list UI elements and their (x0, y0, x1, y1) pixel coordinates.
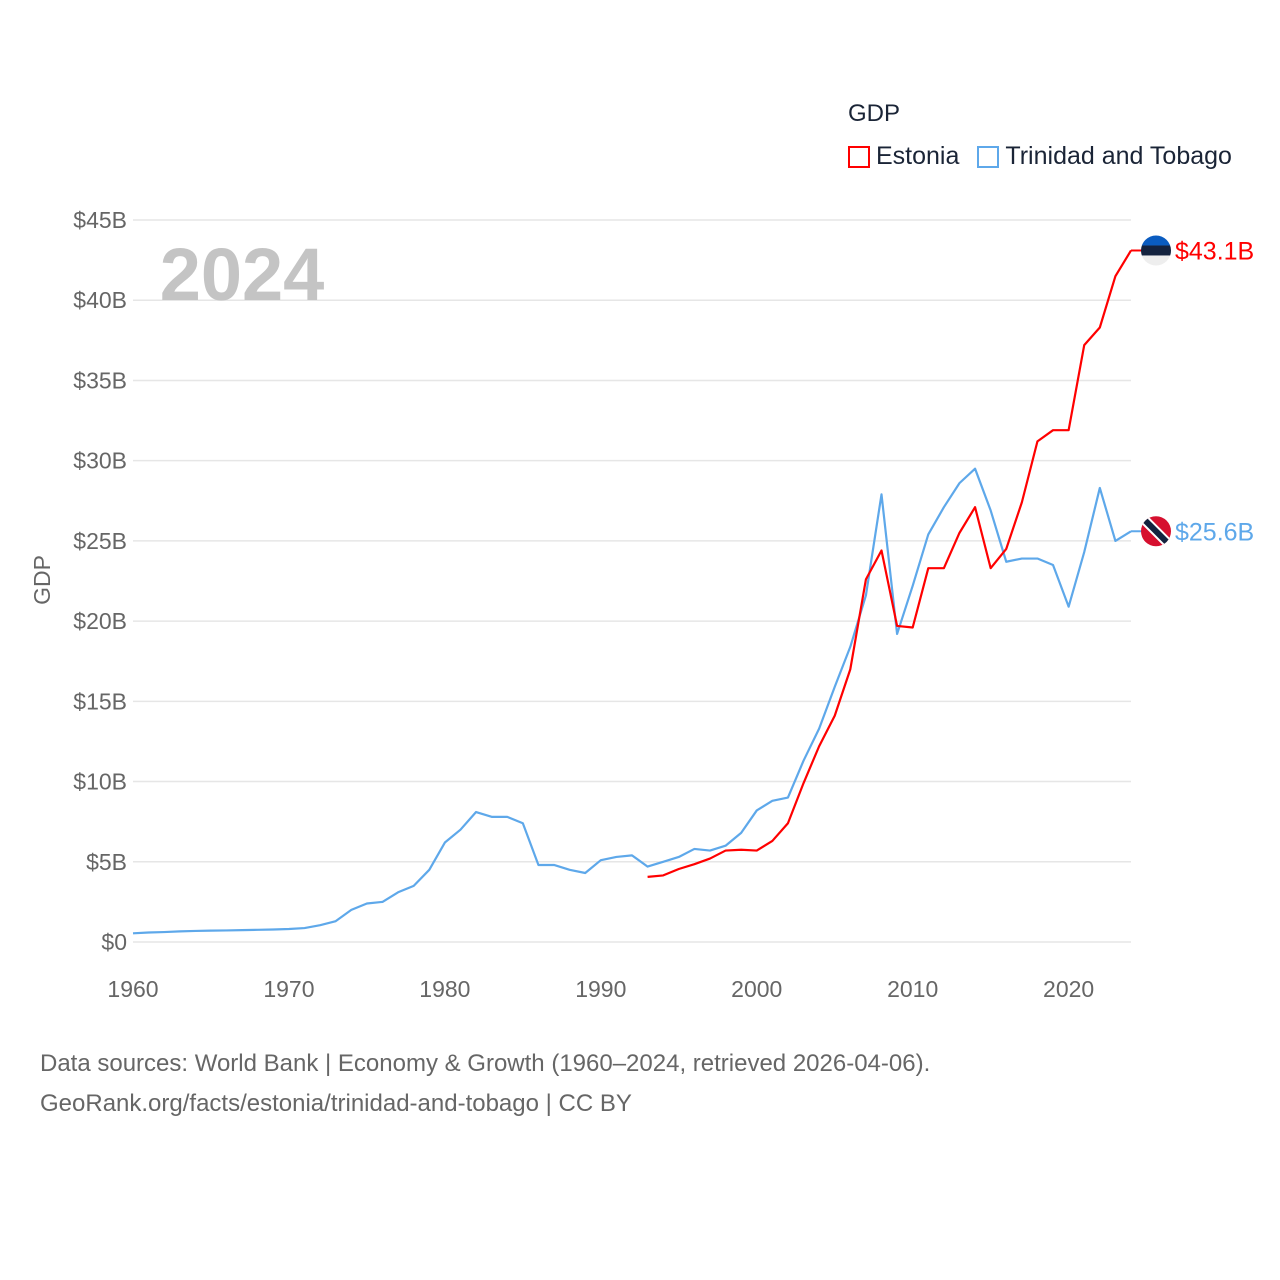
current-year-watermark: 2024 (160, 233, 325, 316)
y-tick-label: $10B (73, 769, 127, 795)
legend-swatch-estonia (848, 145, 870, 168)
x-tick-label: 1980 (419, 976, 470, 1002)
y-tick-label: $25B (73, 528, 127, 554)
series-end-labels: $25.6B $43.1B (1131, 235, 1254, 547)
legend-title: GDP (848, 100, 901, 127)
x-tick-label: 1970 (263, 976, 314, 1002)
y-tick-label: $20B (73, 608, 127, 634)
y-tick-label: $15B (73, 688, 127, 714)
y-tick-label: $45B (73, 207, 127, 233)
y-axis-ticks: $0 $5B $10B $15B $20B $25B $30B $35B $40B $45B (73, 207, 127, 955)
y-tick-label: $5B (86, 849, 127, 875)
x-axis-ticks: 1960 1970 1980 1990 2000 2010 2020 (107, 976, 1094, 1002)
legend: Estonia Trinidad and Tobago (848, 142, 1232, 171)
series-line-estonia (647, 249, 1132, 878)
legend-label: Estonia (876, 142, 960, 170)
x-tick-label: 2020 (1043, 976, 1094, 1002)
estonia-flag-icon (1141, 235, 1171, 266)
legend-swatch-trinidad-and-tobago (977, 145, 1000, 168)
x-tick-label: 1990 (575, 976, 626, 1002)
data-sources-text: Data sources: World Bank | Economy & Gro… (40, 1050, 931, 1077)
series-line-trinidad-and-tobago (132, 467, 1132, 935)
footer: Data sources: World Bank | Economy & Gro… (40, 1044, 930, 1124)
legend-label: Trinidad and Tobago (1005, 142, 1232, 170)
y-tick-label: $0 (101, 929, 127, 955)
legend-item-trinidad-and-tobago[interactable]: Trinidad and Tobago (977, 142, 1232, 171)
end-value-label: $25.6B (1175, 518, 1254, 546)
legend-item-estonia[interactable]: Estonia (848, 142, 959, 171)
x-tick-label: 2010 (887, 976, 938, 1002)
trinidad-and-tobago-flag-icon (1141, 516, 1171, 547)
x-tick-label: 2000 (731, 976, 782, 1002)
gridlines (133, 219, 1131, 943)
source-url-text: GeoRank.org/facts/estonia/trinidad-and-t… (40, 1090, 632, 1117)
y-axis-label: GDP (29, 555, 55, 605)
y-tick-label: $30B (73, 448, 127, 474)
end-value-label: $43.1B (1175, 237, 1254, 265)
series-lines (132, 249, 1132, 935)
y-tick-label: $40B (73, 287, 127, 313)
y-tick-label: $35B (73, 367, 127, 393)
x-tick-label: 1960 (107, 976, 158, 1002)
